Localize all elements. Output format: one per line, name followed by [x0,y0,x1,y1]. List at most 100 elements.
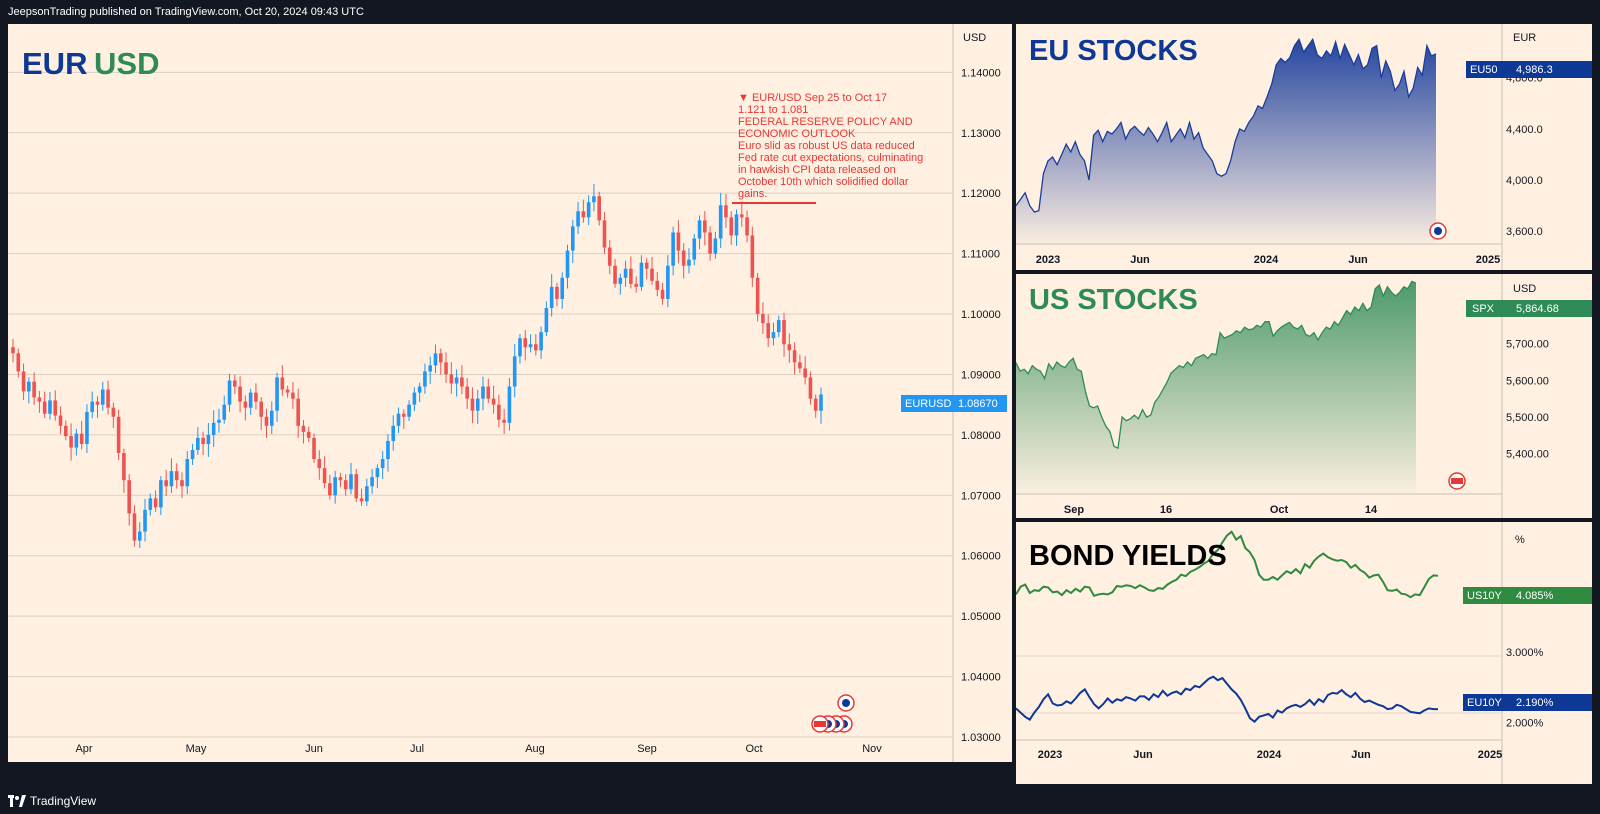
candlestick[interactable] [692,234,697,266]
candlestick[interactable] [16,348,21,378]
candlestick[interactable] [317,450,322,480]
candlestick[interactable] [349,462,353,495]
tradingview-brand[interactable]: TradingView [8,794,96,808]
candlestick[interactable] [137,522,142,549]
candlestick[interactable] [365,478,369,507]
candlestick[interactable] [433,344,438,374]
candlestick[interactable] [48,391,52,420]
bond-yields-chart[interactable]: 3.000% 2.000% 2023 Jun 2024 Jun 2025 BOND YIE… [1016,522,1592,784]
candlestick[interactable] [296,388,300,438]
candlestick[interactable] [438,348,443,375]
candlestick[interactable] [58,406,63,435]
spx-line[interactable] [1016,280,1417,450]
candlestick[interactable] [544,301,549,336]
candlestick[interactable] [42,391,47,419]
candlestick[interactable] [713,231,718,259]
candlestick[interactable] [69,423,73,461]
candlestick[interactable] [465,378,469,410]
candlestick[interactable] [95,396,100,418]
candlestick[interactable] [644,257,649,280]
candlestick[interactable] [106,380,110,415]
candlestick[interactable] [475,389,480,424]
candlestick[interactable] [803,356,807,385]
candlestick[interactable] [581,199,586,223]
eu-events-icon[interactable] [1429,222,1447,240]
candlestick[interactable] [227,373,232,412]
economic-events-icon[interactable] [811,694,855,733]
candlestick[interactable] [254,383,258,410]
candlestick[interactable] [423,363,427,394]
candlestick[interactable] [734,209,739,246]
candlestick[interactable] [275,372,279,423]
candlestick[interactable] [169,458,174,494]
candlestick[interactable] [11,338,15,363]
candlestick[interactable] [64,420,68,441]
candlestick[interactable] [386,434,390,472]
candlestick[interactable] [586,195,591,226]
candlestick[interactable] [269,401,274,434]
candlestick[interactable] [196,427,200,455]
candlestick[interactable] [570,219,575,263]
candlestick[interactable] [681,243,686,279]
candlestick[interactable] [312,433,316,463]
candlestick[interactable] [153,490,158,512]
candlestick[interactable] [618,273,623,295]
candlestick[interactable] [143,498,147,542]
candlestick[interactable] [607,240,612,275]
candlestick[interactable] [285,385,290,398]
candlestick[interactable] [238,376,242,413]
candlestick[interactable] [460,365,464,395]
candlestick[interactable] [380,451,385,479]
candlestick[interactable] [481,376,485,411]
candlestick[interactable] [127,474,131,526]
candlestick[interactable] [724,194,728,228]
candlestick[interactable] [201,431,205,455]
eu50-line[interactable] [1016,37,1437,213]
candlestick[interactable] [776,315,781,338]
us-stocks-panel[interactable]: 5,800.005,700.005,600.005,500.005,400.00… [1016,274,1592,518]
candlestick[interactable] [771,322,776,346]
candlestick[interactable] [328,474,332,500]
candlestick[interactable] [718,192,723,249]
candlestick[interactable] [613,258,617,288]
candlestick[interactable] [655,271,660,297]
candlestick[interactable] [671,226,675,276]
candlestick[interactable] [449,362,454,394]
candlestick[interactable] [412,387,417,412]
candlestick[interactable] [338,472,343,488]
candlestick[interactable] [739,201,744,227]
candlestick[interactable] [491,385,496,414]
candlestick[interactable] [100,381,105,411]
candlestick[interactable] [766,314,770,347]
candlestick[interactable] [623,260,628,287]
candlestick[interactable] [555,282,559,307]
bond-yields-panel[interactable]: 3.000% 2.000% 2023 Jun 2024 Jun 2025 BOND YIE… [1016,522,1592,784]
candlestick[interactable] [174,463,179,489]
candlestick[interactable] [502,408,506,434]
candlestick[interactable] [518,334,522,364]
candlestick[interactable] [428,356,433,384]
candlestick[interactable] [206,422,211,457]
candlestick[interactable] [592,183,596,212]
candlestick[interactable] [634,276,638,293]
candlestick[interactable] [539,326,543,360]
candlestick[interactable] [676,220,681,264]
candlestick[interactable] [697,215,702,250]
candlestick[interactable] [602,212,607,254]
candlestick[interactable] [27,377,31,404]
candlestick[interactable] [74,428,79,456]
candlestick[interactable] [507,378,512,431]
eu-stocks-panel[interactable]: 4,800.0 4,400.0 4,000.0 3,600.0 2023 Jun 2024… [1016,24,1592,270]
candlestick[interactable] [343,474,348,496]
candlestick[interactable] [761,302,765,334]
candlestick[interactable] [190,443,195,465]
candlestick[interactable] [306,426,311,442]
candlestick[interactable] [549,273,554,317]
candlestick[interactable] [159,476,163,516]
candlestick[interactable] [259,397,264,430]
candlestick[interactable] [248,388,253,415]
candlestick[interactable] [322,456,327,489]
candlestick[interactable] [798,354,802,373]
candlestick[interactable] [264,408,269,438]
candlestick[interactable] [401,409,406,429]
